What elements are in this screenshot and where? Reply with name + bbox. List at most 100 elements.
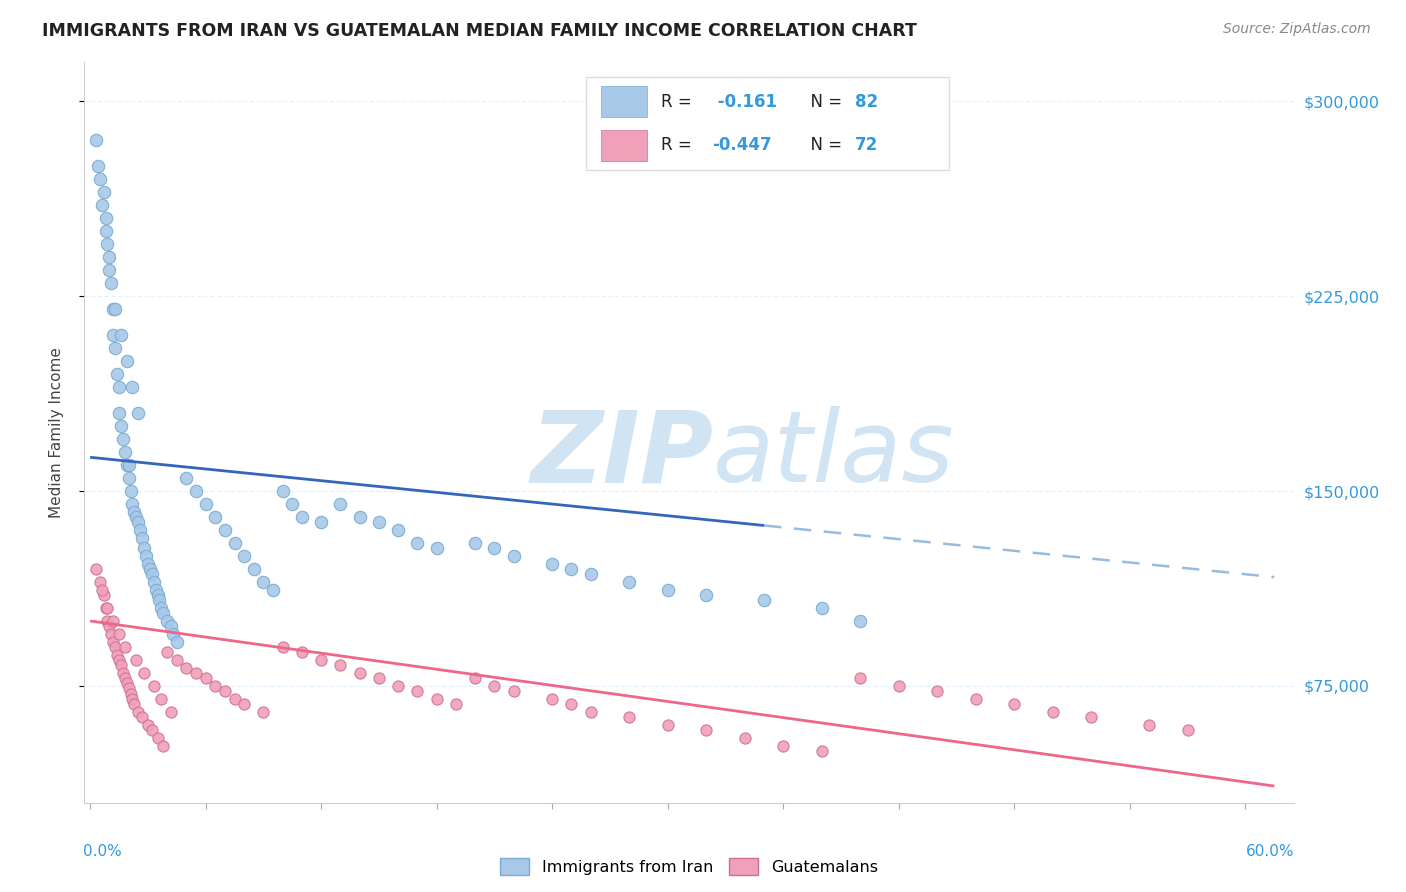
Point <box>502 684 524 698</box>
Text: 82: 82 <box>855 93 877 111</box>
Point <box>90 582 112 597</box>
Text: N =: N = <box>800 136 848 154</box>
Point <box>849 671 872 685</box>
Point <box>162 627 184 641</box>
Point <box>103 614 125 628</box>
Point <box>1042 705 1064 719</box>
Point <box>142 574 165 589</box>
Point <box>135 549 157 563</box>
Bar <box>600 130 647 161</box>
Point <box>160 619 183 633</box>
Point <box>115 458 138 472</box>
Text: atlas: atlas <box>713 407 955 503</box>
Point <box>695 723 717 737</box>
Point <box>141 723 163 737</box>
Point <box>89 172 111 186</box>
Point <box>291 510 314 524</box>
Point <box>1080 710 1102 724</box>
Point <box>965 692 987 706</box>
Point <box>156 614 179 628</box>
Point <box>541 692 564 706</box>
Point <box>117 681 139 696</box>
Point <box>810 744 832 758</box>
Point <box>426 692 449 706</box>
Point <box>233 549 256 563</box>
Point <box>114 671 136 685</box>
Text: IMMIGRANTS FROM IRAN VS GUATEMALAN MEDIAN FAMILY INCOME CORRELATION CHART: IMMIGRANTS FROM IRAN VS GUATEMALAN MEDIA… <box>42 22 917 40</box>
Point <box>132 665 155 680</box>
Point <box>93 588 115 602</box>
Point <box>104 341 127 355</box>
Point <box>103 328 125 343</box>
Text: -0.161: -0.161 <box>711 93 778 111</box>
Point <box>127 705 149 719</box>
Point <box>541 557 564 571</box>
Point <box>84 562 107 576</box>
Point <box>121 692 143 706</box>
Point <box>132 541 155 556</box>
Point <box>406 684 429 698</box>
Point <box>657 718 679 732</box>
Point <box>98 250 121 264</box>
Point <box>214 684 236 698</box>
Point <box>90 198 112 212</box>
Point <box>1177 723 1199 737</box>
Y-axis label: Median Family Income: Median Family Income <box>49 347 63 518</box>
Point <box>120 484 142 499</box>
Point <box>464 671 486 685</box>
Point <box>309 653 332 667</box>
Point <box>121 380 143 394</box>
Point <box>111 665 134 680</box>
Point <box>108 380 131 394</box>
Point <box>89 574 111 589</box>
Text: 60.0%: 60.0% <box>1246 844 1295 858</box>
Point <box>124 697 146 711</box>
Point <box>1002 697 1025 711</box>
Point <box>387 679 409 693</box>
Point <box>224 536 246 550</box>
Point <box>166 653 188 667</box>
Point <box>110 328 132 343</box>
Point <box>329 658 352 673</box>
Point <box>271 484 294 499</box>
Text: N =: N = <box>800 93 848 111</box>
Point <box>98 263 121 277</box>
Point <box>152 739 174 753</box>
Point <box>117 458 139 472</box>
Point <box>129 523 152 537</box>
Point <box>166 634 188 648</box>
Point <box>204 510 226 524</box>
Point <box>502 549 524 563</box>
Point <box>752 593 775 607</box>
Point <box>94 211 117 226</box>
Point <box>184 484 207 499</box>
Point <box>194 497 217 511</box>
Point <box>125 653 148 667</box>
FancyBboxPatch shape <box>586 78 949 169</box>
Point <box>127 515 149 529</box>
Text: R =: R = <box>661 136 697 154</box>
Point <box>444 697 467 711</box>
Legend: Immigrants from Iran, Guatemalans: Immigrants from Iran, Guatemalans <box>494 852 884 881</box>
Point <box>127 406 149 420</box>
Point <box>104 640 127 654</box>
Point <box>887 679 910 693</box>
Point <box>121 497 143 511</box>
Point <box>484 679 506 693</box>
Point <box>560 697 582 711</box>
Point <box>105 648 128 662</box>
Point <box>243 562 266 576</box>
Point <box>139 562 162 576</box>
Point <box>291 645 314 659</box>
Point <box>94 601 117 615</box>
Point <box>115 354 138 368</box>
Point <box>160 705 183 719</box>
Point <box>96 601 118 615</box>
Point <box>124 505 146 519</box>
Point <box>426 541 449 556</box>
Point <box>252 705 274 719</box>
Point <box>184 665 207 680</box>
Point <box>695 588 717 602</box>
Point <box>114 640 136 654</box>
Point <box>108 627 131 641</box>
